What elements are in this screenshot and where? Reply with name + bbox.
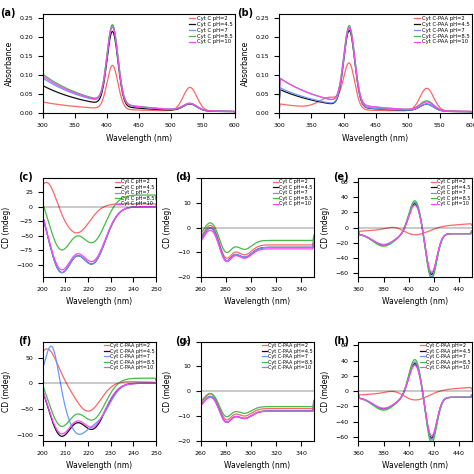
Y-axis label: CD (mdeg): CD (mdeg): [163, 207, 172, 248]
X-axis label: Wavelength (nm): Wavelength (nm): [224, 297, 290, 306]
X-axis label: Wavelength (nm): Wavelength (nm): [66, 461, 132, 470]
Legend: Cyt C-PAA pH=2, Cyt C-PAA pH=4.5, Cyt C-PAA pH=7, Cyt C-PAA pH=8.5, Cyt C-PAA pH: Cyt C-PAA pH=2, Cyt C-PAA pH=4.5, Cyt C-…: [419, 342, 471, 371]
Legend: Cyt C-PAA pH=2, Cyt C-PAA pH=4.5, Cyt C-PAA pH=7, Cyt C-PAA pH=8.5, Cyt C-PAA pH: Cyt C-PAA pH=2, Cyt C-PAA pH=4.5, Cyt C-…: [261, 342, 313, 371]
X-axis label: Wavelength (nm): Wavelength (nm): [224, 461, 290, 470]
Text: (f): (f): [18, 336, 31, 346]
Y-axis label: Absorbance: Absorbance: [5, 41, 14, 86]
Y-axis label: CD (mdeg): CD (mdeg): [163, 371, 172, 412]
X-axis label: Wavelength (nm): Wavelength (nm): [382, 461, 448, 470]
Text: (d): (d): [175, 172, 191, 182]
Legend: Cyt C-PAA pH=2, Cyt C-PAA pH=4.5, Cyt C-PAA pH=7, Cyt C-PAA pH=8.5, Cyt C-PAA pH: Cyt C-PAA pH=2, Cyt C-PAA pH=4.5, Cyt C-…: [103, 342, 155, 371]
Text: (g): (g): [175, 336, 191, 346]
Text: (h): (h): [334, 336, 349, 346]
Legend: Cyt C pH=2, Cyt C pH=4.5, Cyt C pH=7, Cyt C pH=8.5, Cyt C pH=10: Cyt C pH=2, Cyt C pH=4.5, Cyt C pH=7, Cy…: [430, 178, 471, 207]
Legend: Cyt C-PAA pH=2, Cyt C-PAA pH=4.5, Cyt C-PAA pH=7, Cyt C-PAA pH=8.5, Cyt C-PAA pH: Cyt C-PAA pH=2, Cyt C-PAA pH=4.5, Cyt C-…: [413, 15, 471, 46]
Text: (a): (a): [0, 8, 16, 18]
Legend: Cyt C pH=2, Cyt C pH=4.5, Cyt C pH=7, Cyt C pH=8.5, Cyt C pH=10: Cyt C pH=2, Cyt C pH=4.5, Cyt C pH=7, Cy…: [272, 178, 313, 207]
Y-axis label: CD (mdeg): CD (mdeg): [1, 371, 10, 412]
X-axis label: Wavelength (nm): Wavelength (nm): [106, 134, 172, 143]
Legend: Cyt C pH=2, Cyt C pH=4.5, Cyt C pH=7, Cyt C pH=8.5, Cyt C pH=10: Cyt C pH=2, Cyt C pH=4.5, Cyt C pH=7, Cy…: [114, 178, 155, 207]
X-axis label: Wavelength (nm): Wavelength (nm): [382, 297, 448, 306]
Y-axis label: CD (mdeg): CD (mdeg): [321, 371, 330, 412]
Text: (c): (c): [18, 172, 33, 182]
Legend: Cyt C pH=2, Cyt C pH=4.5, Cyt C pH=7, Cyt C pH=8.5, Cyt C pH=10: Cyt C pH=2, Cyt C pH=4.5, Cyt C pH=7, Cy…: [188, 15, 234, 46]
Text: (b): (b): [237, 8, 253, 18]
Y-axis label: CD (mdeg): CD (mdeg): [321, 207, 330, 248]
X-axis label: Wavelength (nm): Wavelength (nm): [343, 134, 409, 143]
Y-axis label: Absorbance: Absorbance: [241, 41, 250, 86]
Y-axis label: CD (mdeg): CD (mdeg): [1, 207, 10, 248]
Text: (e): (e): [334, 172, 349, 182]
X-axis label: Wavelength (nm): Wavelength (nm): [66, 297, 132, 306]
